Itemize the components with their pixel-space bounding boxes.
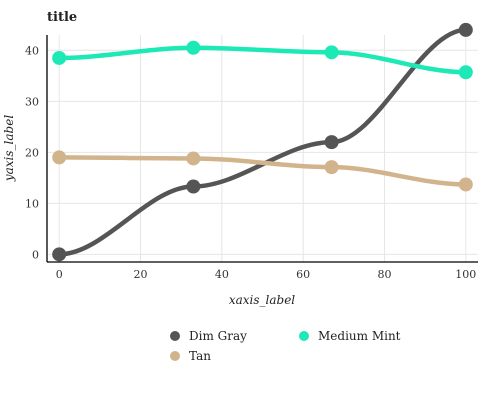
series-line: [56, 155, 469, 187]
legend-item: Dim Gray: [170, 329, 247, 343]
legend-marker: [170, 331, 180, 341]
x-tick-label: 80: [377, 268, 391, 281]
legend-marker: [170, 351, 180, 361]
series-line: [56, 45, 469, 75]
series-medium-mint: [52, 40, 473, 80]
data-point: [324, 45, 339, 60]
x-tick-label: 0: [56, 268, 63, 281]
legend: Dim Gray Medium Mint Tan: [170, 329, 401, 363]
x-tick-label: 20: [134, 268, 148, 281]
legend-item: Medium Mint: [299, 329, 401, 343]
data-point: [324, 160, 339, 175]
data-point: [186, 179, 201, 194]
x-axis-label: xaxis_label: [229, 293, 295, 307]
y-tick-label: 10: [25, 197, 39, 210]
data-point: [324, 135, 339, 150]
y-tick-labels: 0 10 20 30 40: [25, 44, 39, 261]
data-point: [458, 177, 473, 192]
series-layer: [52, 22, 473, 262]
legend-label: Dim Gray: [189, 329, 247, 343]
y-tick-label: 20: [25, 146, 39, 159]
data-point: [186, 40, 201, 55]
data-point: [186, 151, 201, 166]
y-axis-label: yaxis_label: [2, 115, 16, 182]
y-tick-label: 30: [25, 95, 39, 108]
x-tick-label: 100: [455, 268, 476, 281]
data-point: [52, 50, 67, 65]
legend-marker: [299, 331, 309, 341]
data-point: [458, 65, 473, 80]
data-point: [52, 247, 67, 262]
x-tick-label: 40: [215, 268, 229, 281]
legend-label: Medium Mint: [318, 329, 401, 343]
data-point: [52, 150, 67, 165]
chart-title: title: [47, 10, 77, 25]
y-tick-label: 0: [32, 248, 39, 261]
legend-item: Tan: [170, 349, 211, 363]
legend-label: Tan: [189, 349, 211, 363]
y-tick-label: 40: [25, 44, 39, 57]
x-tick-label: 60: [296, 268, 310, 281]
series-tan: [52, 150, 473, 192]
data-point: [458, 22, 473, 37]
series-dim-gray: [52, 22, 473, 262]
x-tick-labels: 0 20 40 60 80 100: [56, 268, 477, 281]
